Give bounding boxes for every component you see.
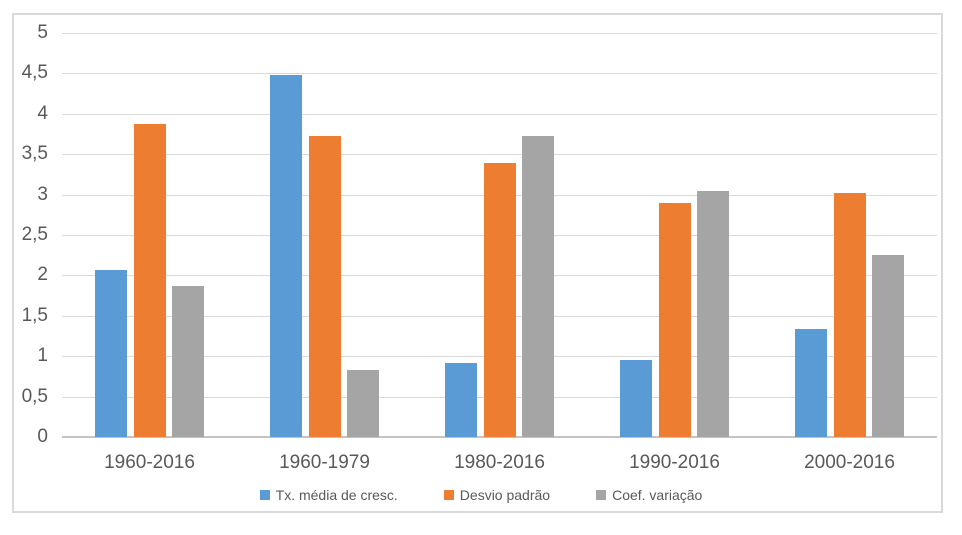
x-axis-line (62, 436, 937, 438)
y-tick-label: 1,5 (21, 304, 48, 326)
bar-1960-2016-s0 (95, 269, 127, 437)
y-tick-label: 5 (37, 22, 48, 43)
bar-1980-2016-s2 (522, 136, 554, 437)
y-tick-label: 1 (37, 345, 48, 367)
legend-swatch-icon (596, 490, 607, 500)
y-tick-label: 2,5 (21, 224, 48, 245)
x-tick-label: 1960-1979 (279, 452, 370, 473)
legend-item: Tx. média de cresc. (259, 487, 398, 503)
gridline (62, 33, 937, 34)
y-tick-label: 3,5 (21, 143, 48, 165)
legend-label: Coef. variação (612, 487, 703, 503)
chart-legend: Tx. média de cresc. Desvio padrão Coef. va… (0, 487, 962, 503)
gridline (62, 73, 937, 75)
gridline (62, 154, 937, 156)
x-tick-label: 1980-2016 (454, 452, 545, 473)
bar-2000-2016-s0 (795, 328, 827, 437)
bar-2000-2016-s1 (833, 192, 866, 437)
gridline (62, 113, 937, 115)
x-tick-label: 2000-2016 (804, 452, 895, 473)
y-tick-label: 4,5 (21, 62, 48, 84)
bar-1960-2016-s1 (133, 124, 166, 437)
bar-1990-2016-s2 (697, 191, 729, 437)
x-tick-label: 1990-2016 (629, 452, 720, 473)
bar-1990-2016-s0 (620, 360, 652, 437)
legend-swatch-icon (443, 490, 454, 500)
bar-1980-2016-s1 (483, 163, 516, 437)
bar-1980-2016-s0 (445, 363, 477, 437)
legend-swatch-icon (259, 490, 270, 500)
y-tick-label: 3 (37, 183, 48, 205)
legend-label: Desvio padrão (459, 487, 551, 503)
y-tick-label: 2 (37, 264, 48, 286)
y-tick-label: 0 (37, 426, 48, 447)
x-tick-label: 1960-2016 (104, 452, 195, 473)
y-tick-label: 0,5 (21, 385, 48, 407)
chart-frame (12, 13, 943, 513)
bar-1960-1979-s0 (270, 75, 302, 437)
bar-1960-2016-s2 (172, 285, 204, 437)
legend-item: Desvio padrão (443, 487, 551, 503)
bar-1990-2016-s1 (658, 203, 691, 437)
y-tick-label: 4 (37, 102, 48, 124)
bar-2000-2016-s2 (872, 255, 904, 437)
legend-label: Tx. média de cresc. (275, 487, 398, 503)
bar-1960-1979-s2 (347, 369, 379, 437)
bar-1960-1979-s1 (308, 135, 341, 437)
legend-item: Coef. variação (596, 487, 702, 503)
